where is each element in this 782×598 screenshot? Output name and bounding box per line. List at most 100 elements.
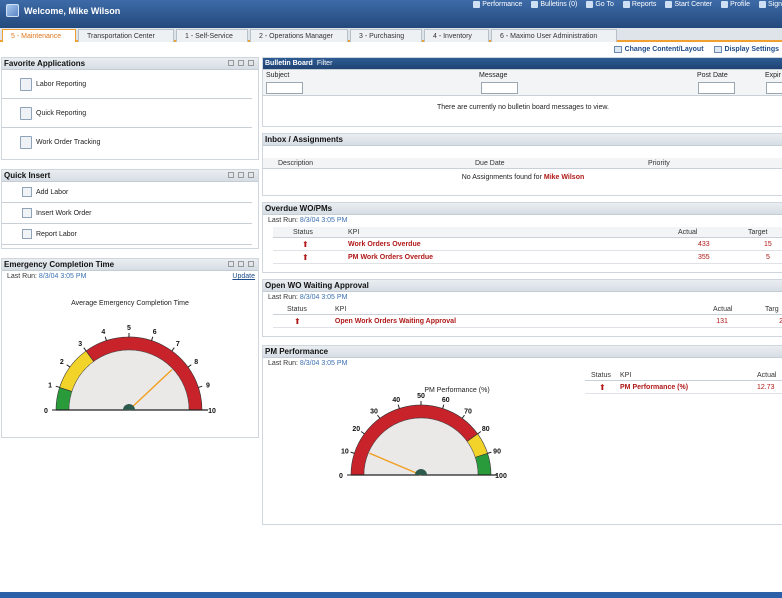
minimize-icon[interactable] xyxy=(238,261,244,267)
bulletin-filter-row: Subject Message Post Date Expir xyxy=(263,70,782,96)
subject-filter-input[interactable] xyxy=(266,82,303,94)
gauge-tick-label: 40 xyxy=(392,397,400,404)
tab-inventory[interactable]: 4 - Inventory xyxy=(424,29,489,42)
welcome-text: Welcome, Mike Wilson xyxy=(24,5,121,16)
quick-insert-work-order[interactable]: Insert Work Order xyxy=(2,203,252,224)
gauge-tick-label: 3 xyxy=(78,341,82,348)
emergency-gauge-area: Average Emergency Completion Time 0 1 2 3 4 5… xyxy=(2,283,258,433)
update-link[interactable]: Update xyxy=(232,273,255,280)
filter-button[interactable]: Filter xyxy=(316,59,333,67)
last-run-label: Last Run: xyxy=(268,217,298,224)
nav-start-center[interactable]: Start Center xyxy=(665,1,712,8)
gauge-tick-label: 70 xyxy=(464,408,472,415)
bulletin-empty-message: There are currently no bulletin board me… xyxy=(437,104,609,111)
edit-icon[interactable] xyxy=(228,60,234,66)
app-icon xyxy=(20,106,32,120)
display-settings-link[interactable]: Display Settings xyxy=(713,45,779,53)
emergency-completion-portlet: Emergency Completion Time Last Run: 8/3/… xyxy=(1,258,259,438)
kpi-name[interactable]: Work Orders Overdue xyxy=(348,241,421,248)
gauge-tick xyxy=(377,414,381,419)
post-date-filter-input[interactable] xyxy=(698,82,735,94)
favorite-work-order-tracking[interactable]: Work Order Tracking xyxy=(2,128,252,157)
nav-reports[interactable]: Reports xyxy=(622,1,656,8)
favorite-label: Work Order Tracking xyxy=(36,139,101,146)
col-actual: Actual xyxy=(757,372,777,379)
col-expiry: Expir xyxy=(765,72,781,79)
col-actual: Actual xyxy=(713,306,733,313)
col-actual: Actual xyxy=(678,229,698,236)
kpi-target: 15 xyxy=(764,241,772,248)
overdue-wo-portlet: Overdue WO/PMs Last Run: 8/3/04 3:05 PM … xyxy=(262,202,782,273)
quick-insert-label: Add Labor xyxy=(36,188,69,196)
portlet-header: Emergency Completion Time xyxy=(2,259,258,271)
close-icon[interactable] xyxy=(248,60,254,66)
inbox-empty-message: No Assignments found for Mike Wilson xyxy=(263,169,782,181)
col-priority[interactable]: Priority xyxy=(648,160,670,167)
portlet-controls xyxy=(228,172,254,178)
welcome-area: Welcome, Mike Wilson xyxy=(6,4,120,17)
tab-maintenance[interactable]: 5 - Maintenance xyxy=(2,29,76,42)
gauge-tick xyxy=(66,364,71,368)
favorite-label: Labor Reporting xyxy=(36,80,87,88)
gauge-tick-label: 4 xyxy=(101,329,105,336)
kpi-table-header: Status KPI Actual xyxy=(585,370,782,381)
nav-profile[interactable]: Profile xyxy=(721,1,750,8)
report-labor-icon xyxy=(22,229,32,239)
close-icon[interactable] xyxy=(248,172,254,178)
kpi-row[interactable]: ⬆ PM Performance (%) 12.73 xyxy=(585,381,782,394)
top-nav: Performance Bulletins (0) Go To Reports … xyxy=(473,1,782,8)
nav-performance[interactable]: Performance xyxy=(473,1,522,8)
col-status: Status xyxy=(287,306,307,313)
nav-goto[interactable]: Go To xyxy=(586,1,614,8)
portlet-header: Bulletin Board Filter xyxy=(263,58,782,70)
kpi-target: 2 xyxy=(779,318,782,325)
quick-insert-report-labor[interactable]: Report Labor xyxy=(2,224,252,245)
minimize-icon[interactable] xyxy=(238,172,244,178)
minimize-icon[interactable] xyxy=(238,60,244,66)
gauge-tick xyxy=(104,336,107,341)
col-kpi: KPI xyxy=(348,229,360,236)
col-description[interactable]: Description xyxy=(278,160,314,167)
gauge-tick-label: 8 xyxy=(194,359,198,366)
gauge-tick xyxy=(461,414,465,419)
quick-insert-add-labor[interactable]: Add Labor xyxy=(2,182,252,203)
col-kpi: KPI xyxy=(335,306,347,313)
kpi-row[interactable]: ⬆ Open Work Orders Waiting Approval 131 2 xyxy=(273,315,782,328)
portlet-header: PM Performance xyxy=(263,346,782,358)
change-layout-link[interactable]: Change Content/Layout xyxy=(613,45,704,53)
gauge-tick xyxy=(198,385,203,388)
gauge-tick-label: 20 xyxy=(352,426,360,433)
tab-transportation-center[interactable]: Transportation Center xyxy=(78,29,174,42)
bottom-bar xyxy=(0,592,782,598)
kpi-name[interactable]: PM Work Orders Overdue xyxy=(348,254,434,261)
close-icon[interactable] xyxy=(248,261,254,267)
gauge-tick-label: 100 xyxy=(495,473,507,480)
nav-bulletins[interactable]: Bulletins (0) xyxy=(531,1,577,8)
portlet-title: Bulletin Board xyxy=(265,59,313,67)
message-filter-input[interactable] xyxy=(481,82,518,94)
kpi-row[interactable]: ⬆ Work Orders Overdue 433 15 xyxy=(273,238,782,251)
kpi-row[interactable]: ⬆ PM Work Orders Overdue 355 5 xyxy=(273,251,782,264)
gauge-tick xyxy=(55,385,60,388)
last-run: Last Run: 8/3/04 3:05 PM xyxy=(263,215,782,227)
nav-signout[interactable]: Sign xyxy=(758,1,782,8)
gauge-tick xyxy=(187,364,192,368)
kpi-name[interactable]: Open Work Orders Waiting Approval xyxy=(334,318,457,325)
app-icon xyxy=(20,136,32,149)
portlet-title: Overdue WO/PMs xyxy=(265,204,333,213)
tab-user-administration[interactable]: 6 - Maximo User Administration xyxy=(491,29,617,42)
status-down-arrow-icon: ⬆ xyxy=(302,240,309,249)
tab-self-service[interactable]: 1 - Self-Service xyxy=(176,29,248,42)
tab-purchasing[interactable]: 3 - Purchasing xyxy=(350,29,422,42)
portlet-title: Quick Insert xyxy=(4,171,51,180)
col-due-date[interactable]: Due Date xyxy=(475,160,505,167)
favorite-quick-reporting[interactable]: Quick Reporting xyxy=(2,99,252,128)
kpi-name[interactable]: PM Performance (%) xyxy=(620,384,689,391)
edit-icon[interactable] xyxy=(228,172,234,178)
gauge-tick-label: 2 xyxy=(60,359,64,366)
edit-icon[interactable] xyxy=(228,261,234,267)
tab-operations-manager[interactable]: 2 - Operations Manager xyxy=(250,29,348,42)
favorite-labor-reporting[interactable]: Labor Reporting xyxy=(2,70,252,99)
expiry-filter-input[interactable] xyxy=(766,82,782,94)
empty-prefix: No Assignments found for xyxy=(461,174,542,181)
